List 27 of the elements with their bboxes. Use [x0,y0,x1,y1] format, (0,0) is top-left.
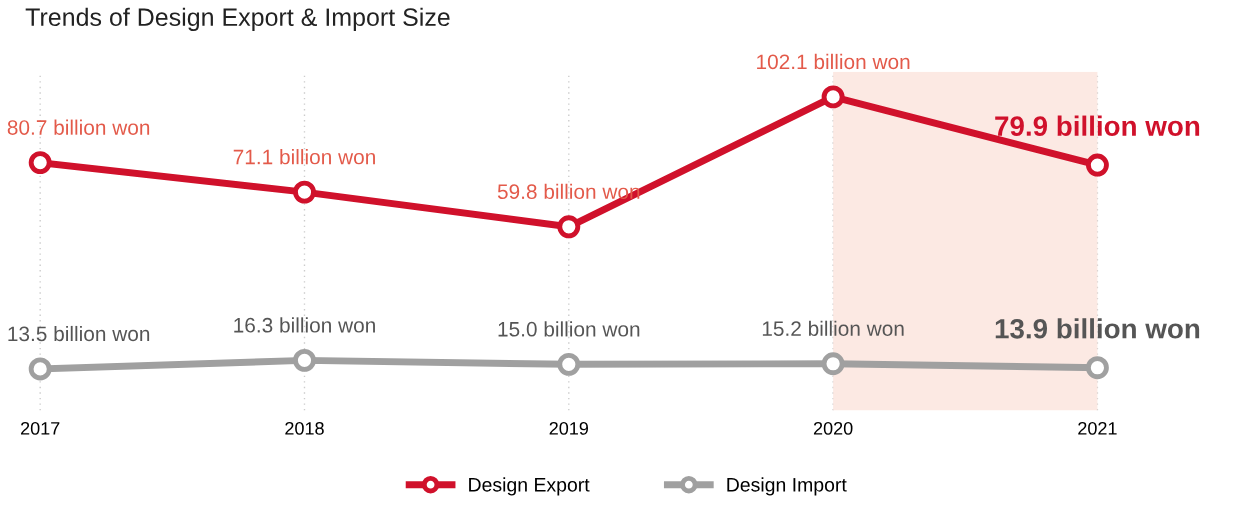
data-label: 79.9 billion won [995,115,1200,136]
point [557,215,581,239]
x-tick-label: 2018 [285,421,324,435]
point [28,357,52,381]
point [1085,356,1109,380]
point [28,151,52,175]
x-tick-label: 2021 [1078,421,1117,435]
data-label: 15.0 billion won [498,321,640,337]
data-label: 13.5 billion won [8,325,150,342]
data-label: 71.1 billion won [233,149,375,165]
point [293,348,316,372]
x-tick-label: 2017 [21,421,60,435]
data-label: 13.9 billion won [995,318,1200,339]
legend-label: Design Export [469,477,590,496]
legend-label: Design Import [727,477,847,496]
data-label: 102.1 billion won [757,53,910,70]
point [293,180,316,204]
point [821,85,845,109]
x-tick-label: 2020 [813,421,853,435]
data-label: 16.3 billion won [234,317,375,333]
point [821,352,845,376]
data-label: 15.2 billion won [762,320,904,336]
point [1085,153,1109,177]
data-label: 80.7 billion won [7,119,150,135]
point [557,352,581,376]
x-tick-label: 2019 [549,421,589,435]
chart-title: Trends of Design Export & Import Size [25,7,450,31]
